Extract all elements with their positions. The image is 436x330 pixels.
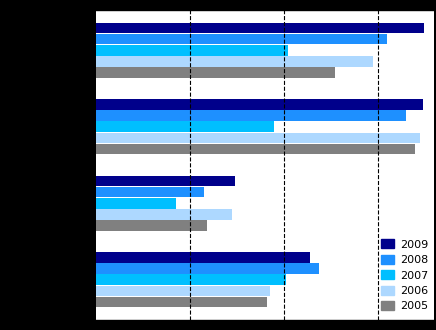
Bar	[96, 252, 310, 263]
Bar	[96, 45, 288, 55]
Bar	[96, 34, 387, 45]
Legend: 2009, 2008, 2007, 2006, 2005: 2009, 2008, 2007, 2006, 2005	[381, 239, 428, 312]
Bar	[96, 209, 232, 220]
Bar	[96, 99, 422, 110]
Bar	[96, 121, 274, 132]
Bar	[96, 67, 335, 78]
Bar	[96, 297, 267, 307]
Bar	[96, 263, 319, 274]
Bar	[96, 198, 176, 209]
Bar	[96, 110, 405, 121]
Bar	[96, 285, 269, 296]
Bar	[96, 23, 424, 33]
Bar	[96, 56, 373, 67]
Bar	[96, 275, 286, 285]
Bar	[96, 187, 204, 197]
Bar	[96, 176, 235, 186]
Bar	[96, 133, 420, 143]
Bar	[96, 144, 415, 154]
Bar	[96, 220, 207, 231]
